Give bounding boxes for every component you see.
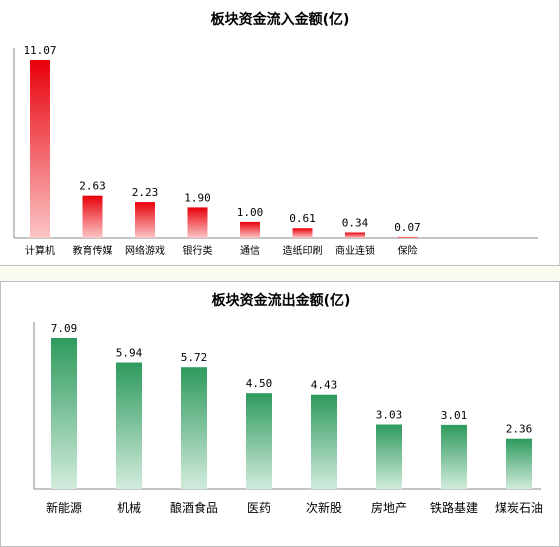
outflow-bar [506, 438, 532, 489]
outflow-category-label: 铁路基建 [430, 500, 478, 515]
inflow-bar [240, 221, 260, 238]
outflow-bar [246, 393, 272, 489]
outflow-category-label: 酿酒食品 [170, 500, 218, 515]
outflow-bars: 7.09 新能源 5.94 机械 5.72 酿酒食品 4.50 医药 4.43 次新股 3.03 房地… [46, 322, 543, 515]
outflow-bar [51, 338, 77, 489]
inflow-value-label: 0.07 [394, 221, 421, 234]
inflow-category-label: 保险 [398, 244, 418, 257]
outflow-category-label: 新能源 [46, 500, 82, 515]
inflow-value-label: 0.34 [342, 217, 369, 230]
outflow-bar [116, 362, 142, 489]
outflow-bar [181, 367, 207, 489]
inflow-chart-panel: 板块资金流入金额(亿) 11.07 计算机 2.63 教育传媒 2.23 网络游戏 1.90… [0, 0, 560, 266]
inflow-value-label: 2.63 [79, 180, 106, 193]
inflow-category-label: 教育传媒 [73, 244, 113, 257]
inflow-bar [30, 60, 50, 238]
inflow-bar [292, 228, 313, 238]
outflow-category-label: 次新股 [306, 500, 342, 515]
inflow-category-label: 通信 [240, 245, 260, 257]
outflow-chart-panel: 板块资金流出金额(亿) 7.09 新能源 5.94 机械 5.72 酿酒食品 4.50 医药 4… [0, 281, 560, 547]
outflow-value-label: 2.36 [506, 423, 533, 436]
inflow-value-label: 2.23 [132, 186, 159, 199]
outflow-category-label: 医药 [247, 501, 271, 515]
outflow-value-label: 5.94 [116, 347, 143, 360]
inflow-value-label: 1.90 [184, 191, 211, 204]
inflow-category-label: 计算机 [25, 244, 55, 257]
inflow-category-label: 商业连锁 [335, 244, 375, 257]
outflow-value-label: 7.09 [51, 322, 78, 335]
inflow-bar [82, 195, 103, 238]
outflow-value-label: 3.03 [376, 409, 403, 422]
inflow-bars: 11.07 计算机 2.63 教育传媒 2.23 网络游戏 1.90 银行类 1.00 通信 0.6… [23, 44, 420, 257]
inflow-chart-title: 板块资金流入金额(亿) [211, 11, 350, 28]
outflow-value-label: 4.50 [246, 377, 273, 390]
inflow-category-label: 造纸印刷 [283, 244, 323, 257]
outflow-category-label: 煤炭石油 [495, 501, 543, 515]
inflow-category-label: 银行类 [183, 244, 213, 257]
outflow-chart-title: 板块资金流出金额(亿) [212, 292, 351, 309]
panel-divider [0, 266, 560, 281]
outflow-chart: 板块资金流出金额(亿) 7.09 新能源 5.94 机械 5.72 酿酒食品 4.50 医药 4… [33, 292, 543, 515]
outflow-value-label: 4.43 [311, 379, 338, 392]
inflow-value-label: 0.61 [289, 212, 316, 225]
outflow-bar [311, 394, 337, 489]
inflow-value-label: 11.07 [23, 44, 56, 57]
inflow-chart: 板块资金流入金额(亿) 11.07 计算机 2.63 教育传媒 2.23 网络游戏 1.90… [13, 11, 538, 257]
inflow-bar [135, 202, 155, 238]
inflow-category-label: 网络游戏 [125, 244, 165, 257]
inflow-bar [345, 232, 365, 238]
inflow-bar [187, 207, 208, 238]
outflow-value-label: 5.72 [181, 351, 208, 364]
outflow-value-label: 3.01 [441, 409, 468, 422]
outflow-bar [441, 424, 467, 489]
outflow-bar [376, 424, 402, 489]
outflow-category-label: 房地产 [371, 500, 407, 515]
outflow-category-label: 机械 [117, 500, 141, 515]
inflow-bar [397, 236, 418, 238]
inflow-value-label: 1.00 [237, 206, 264, 219]
